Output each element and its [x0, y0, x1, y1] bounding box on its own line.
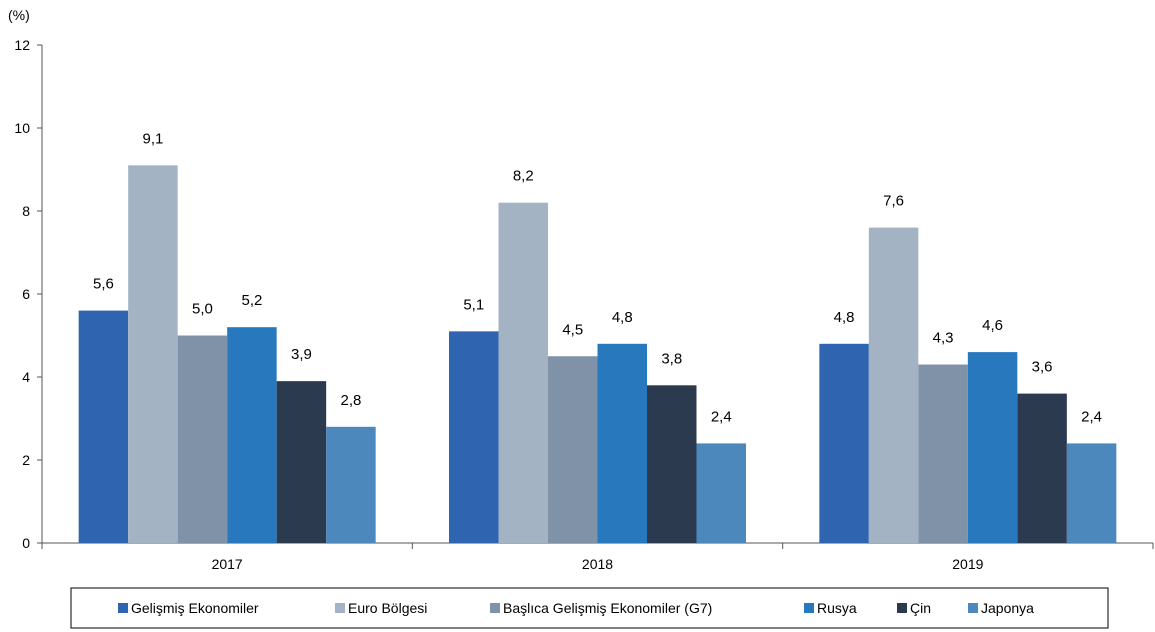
data-label: 4,8 [612, 309, 633, 326]
legend-swatch [118, 603, 128, 613]
bar-rusya-2018 [597, 343, 647, 543]
legend-label: Başlıca Gelişmiş Ekonomiler (G7) [503, 600, 712, 616]
data-label: 2,4 [1081, 408, 1102, 425]
bar--in-2017 [276, 381, 327, 543]
data-label: 9,1 [142, 130, 163, 147]
legend-label: Japonya [981, 600, 1034, 616]
data-label: 4,5 [562, 321, 583, 338]
bar-rusya-2017 [227, 327, 277, 543]
data-label: 5,0 [192, 301, 213, 318]
bar-japonya-2017 [326, 426, 376, 543]
legend-swatch [804, 603, 814, 613]
bar--in-2019 [1017, 393, 1067, 543]
y-tick-label: 12 [14, 37, 30, 53]
bar-euro-b-lgesi-2017 [128, 165, 178, 543]
data-label: 4,6 [982, 317, 1003, 334]
data-label: 3,8 [661, 350, 682, 367]
bar-japonya-2019 [1066, 443, 1117, 543]
data-label: 3,9 [291, 346, 312, 363]
bar-geli-mi-ekonomiler-2017 [78, 310, 129, 543]
bar-ba-l-ca-geli-mi-ekonomiler-g7--2017 [177, 335, 228, 543]
bar-ba-l-ca-geli-mi-ekonomiler-g7--2018 [548, 356, 598, 543]
x-tick-label: 2019 [952, 556, 983, 572]
plot-area: 0 2 4 6 8 10 12 5,6 9,1 5,0 5,2 3,9 2,8 2017 5,1 8,2 4,5… [14, 37, 1154, 572]
legend-swatch [897, 603, 907, 613]
data-label: 5,2 [241, 292, 262, 309]
x-tick-label: 2018 [582, 556, 613, 572]
bar-geli-mi-ekonomiler-2019 [819, 343, 869, 543]
bar-japonya-2018 [696, 443, 746, 543]
x-tick-label: 2017 [212, 556, 243, 572]
y-tick-label: 8 [22, 203, 30, 219]
data-label: 8,2 [513, 168, 534, 185]
bar--in-2018 [647, 385, 697, 543]
data-label: 7,6 [883, 193, 904, 210]
legend-swatch [335, 603, 345, 613]
y-tick-label: 10 [14, 120, 30, 136]
data-label: 2,8 [340, 392, 361, 409]
legend-label: Gelişmiş Ekonomiler [131, 600, 259, 616]
bar-ba-l-ca-geli-mi-ekonomiler-g7--2019 [918, 364, 968, 543]
bar-euro-b-lgesi-2019 [868, 227, 919, 543]
bar-rusya-2019 [967, 352, 1018, 543]
y-unit-label: (%) [8, 7, 30, 23]
legend-label: Euro Bölgesi [348, 600, 427, 616]
y-tick-label: 2 [22, 452, 30, 468]
y-tick-label: 0 [22, 535, 30, 551]
legend: Gelişmiş Ekonomiler Euro Bölgesi Başlıca G… [70, 587, 1109, 629]
data-label: 4,8 [834, 309, 855, 326]
data-label: 5,1 [463, 296, 484, 313]
legend-swatch [968, 603, 978, 613]
y-tick-label: 6 [22, 286, 30, 302]
data-label: 5,6 [93, 276, 114, 293]
legend-label: Rusya [817, 600, 857, 616]
legend-label: Çin [910, 600, 931, 616]
legend-box [70, 587, 1109, 629]
bar-euro-b-lgesi-2018 [498, 202, 548, 543]
data-label: 3,6 [1032, 359, 1053, 376]
data-label: 4,3 [933, 330, 954, 347]
y-tick-label: 4 [22, 369, 30, 385]
bar-geli-mi-ekonomiler-2018 [449, 331, 499, 543]
legend-swatch [490, 603, 500, 613]
data-label: 2,4 [711, 408, 732, 425]
